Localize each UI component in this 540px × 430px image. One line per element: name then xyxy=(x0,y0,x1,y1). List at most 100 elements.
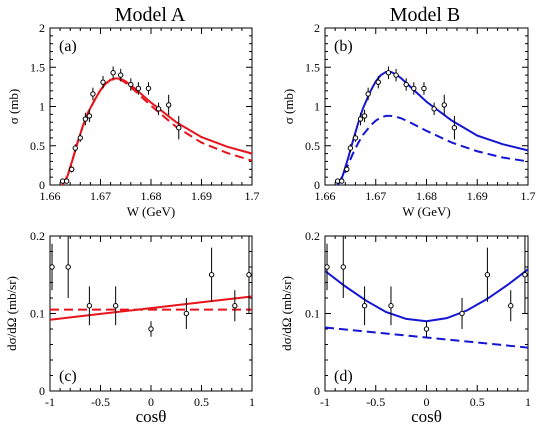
plot-frame xyxy=(49,235,253,392)
solid-curve xyxy=(50,295,252,321)
x-tick-label: 0 xyxy=(424,395,430,409)
plot-frame xyxy=(49,27,253,186)
y-axis-label: σ (mb) xyxy=(6,89,21,125)
y-tick-label: 0 xyxy=(39,384,45,398)
data-point xyxy=(65,264,71,270)
x-tick-label: 1.68 xyxy=(416,189,437,203)
y-axis-label: σ (mb) xyxy=(281,89,296,125)
data-point xyxy=(72,145,78,151)
data-point xyxy=(69,166,75,173)
data-point xyxy=(128,81,134,88)
data-point xyxy=(352,135,359,141)
x-tick-label: 1.67 xyxy=(90,189,111,203)
y-tick-label: 2 xyxy=(39,21,45,35)
y-tick-label: 0.5 xyxy=(30,139,45,153)
data-point xyxy=(324,264,330,270)
data-point xyxy=(347,145,354,151)
data-point xyxy=(441,102,447,108)
dashed-curve xyxy=(325,326,528,349)
x-tick-label: 1.66 xyxy=(40,189,61,203)
data-point xyxy=(522,272,528,278)
y-tick-label: 0.1 xyxy=(305,307,320,321)
x-tick-label: 0 xyxy=(148,395,154,409)
y-axis-label: dσ/dΩ (mb/sr) xyxy=(4,276,19,351)
x-tick-label: 0.5 xyxy=(194,395,209,409)
x-axis-label: cosθ xyxy=(136,407,167,426)
data-point xyxy=(135,85,142,92)
data-point xyxy=(411,85,417,92)
data-point xyxy=(459,310,465,317)
x-tick-label: -0.5 xyxy=(91,395,110,409)
data-point xyxy=(148,326,154,332)
y-tick-label: 0.5 xyxy=(305,139,320,153)
data-point xyxy=(63,178,70,184)
x-tick-label: 1.7 xyxy=(245,189,260,203)
data-point xyxy=(232,303,238,309)
data-point xyxy=(388,303,394,309)
y-tick-label: 1.5 xyxy=(30,60,45,74)
model-a-title: Model A xyxy=(115,4,186,26)
y-tick-label: 2 xyxy=(314,21,320,35)
x-tick-label: 1.66 xyxy=(315,189,336,203)
panel-label: (a) xyxy=(59,38,77,55)
y-tick-label: 1 xyxy=(314,100,320,114)
data-point xyxy=(208,272,215,278)
data-point xyxy=(165,102,172,108)
data-point xyxy=(393,72,399,78)
x-tick-label: -1 xyxy=(320,395,330,409)
y-tick-label: 0.2 xyxy=(305,229,320,243)
data-point xyxy=(118,72,124,78)
data-point xyxy=(375,79,381,85)
x-tick-label: 1 xyxy=(249,395,255,409)
x-axis-label: cosθ xyxy=(411,407,442,426)
panel-label: (d) xyxy=(334,368,353,385)
x-axis-label: W (GeV) xyxy=(127,204,176,219)
data-point xyxy=(403,81,409,88)
data-point xyxy=(77,135,84,141)
data-point xyxy=(508,303,514,309)
data-point xyxy=(110,70,116,76)
x-tick-label: 0.5 xyxy=(470,395,485,409)
y-tick-label: 0 xyxy=(314,384,320,398)
data-point xyxy=(90,91,96,97)
x-tick-label: 1.69 xyxy=(191,189,212,203)
data-point xyxy=(176,124,182,131)
data-point xyxy=(183,310,190,317)
data-point xyxy=(484,272,491,278)
panel-label: (b) xyxy=(334,38,353,55)
data-point xyxy=(86,303,93,309)
x-tick-label: -0.5 xyxy=(366,395,385,409)
data-point xyxy=(431,106,437,112)
y-tick-label: 0.2 xyxy=(30,229,45,243)
solid-curve xyxy=(336,70,528,185)
data-point xyxy=(344,166,350,173)
panel-d: -1 -0.5 0 0.5 1 0 0.1 0.2 cosθ dσ/dΩ (mb/sr) (d) xyxy=(279,229,531,426)
y-axis-label: dσ/dΩ (mb/sr) xyxy=(279,276,294,351)
model-b-title: Model B xyxy=(390,4,461,26)
panel-c: -1 -0.5 0 0.5 1 0 0.1 0.2 cosθ dσ/dΩ (mb/sr) (c) xyxy=(4,229,255,426)
data-point xyxy=(365,91,371,97)
x-axis-label: W (GeV) xyxy=(402,204,451,219)
panel-label: (c) xyxy=(59,368,77,385)
data-point xyxy=(385,70,392,76)
data-point xyxy=(361,113,368,119)
data-point xyxy=(357,116,364,122)
plot-frame xyxy=(324,27,529,186)
x-tick-label: -1 xyxy=(45,395,55,409)
y-tick-label: 0 xyxy=(314,178,320,192)
data-point xyxy=(112,303,119,309)
data-point xyxy=(421,85,427,92)
x-tick-label: 1.69 xyxy=(467,189,488,203)
y-tick-label: 1.5 xyxy=(305,60,320,74)
data-point xyxy=(145,85,152,92)
dashed-curve xyxy=(336,114,528,185)
data-point xyxy=(49,264,55,270)
panel-b: 1.66 1.67 1.68 1.69 1.7 0 0.5 1 1.5 2 W (GeV) σ (mb… xyxy=(281,21,536,219)
data-point xyxy=(361,303,368,309)
x-tick-label: 1.7 xyxy=(521,189,536,203)
panel-a: 1.66 1.67 1.68 1.69 1.7 0 0.5 1 1.5 2 W (GeV) σ (mb… xyxy=(6,21,260,219)
x-tick-label: 1.67 xyxy=(365,189,386,203)
data-point xyxy=(86,113,93,119)
x-tick-label: 1.68 xyxy=(141,189,162,203)
data-point xyxy=(246,272,252,278)
